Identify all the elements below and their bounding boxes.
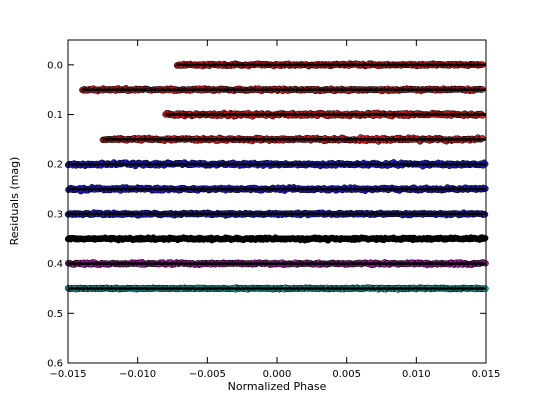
x-tick-label: 0.005 (332, 369, 361, 380)
y-tick-label: 0.5 (47, 309, 63, 320)
series-group (173, 60, 486, 70)
y-tick-label: 0.0 (47, 60, 63, 71)
x-tick-label: −0.005 (189, 369, 226, 380)
x-axis-label: Normalized Phase (228, 380, 327, 393)
y-tick-label: 0.2 (47, 160, 63, 171)
x-tick-label: 0.015 (472, 369, 501, 380)
ticks-layer: −0.015 −0.010 −0.005 0.000 0.005 0.010 0.015 0.… (47, 40, 500, 380)
y-tick-label: 0.3 (47, 209, 63, 220)
series-group (64, 258, 489, 269)
x-tick-label: 0.000 (263, 369, 292, 380)
series-group (65, 184, 489, 195)
x-tick-label: −0.010 (119, 369, 156, 380)
series-group (64, 284, 489, 293)
y-tick-label: 0.1 (47, 110, 63, 121)
x-tick-label: −0.015 (49, 369, 86, 380)
y-tick-label: 0.4 (47, 259, 63, 270)
series-group (99, 134, 486, 145)
series-group (64, 234, 489, 244)
series-group (64, 209, 489, 219)
y-tick-label: 0.6 (47, 359, 63, 370)
x-tick-label: 0.010 (402, 369, 431, 380)
y-axis-label: Residuals (mag) (8, 157, 21, 246)
series-layer (64, 60, 489, 293)
series-group (162, 109, 486, 120)
series-group (64, 159, 489, 170)
series-group (79, 85, 486, 95)
